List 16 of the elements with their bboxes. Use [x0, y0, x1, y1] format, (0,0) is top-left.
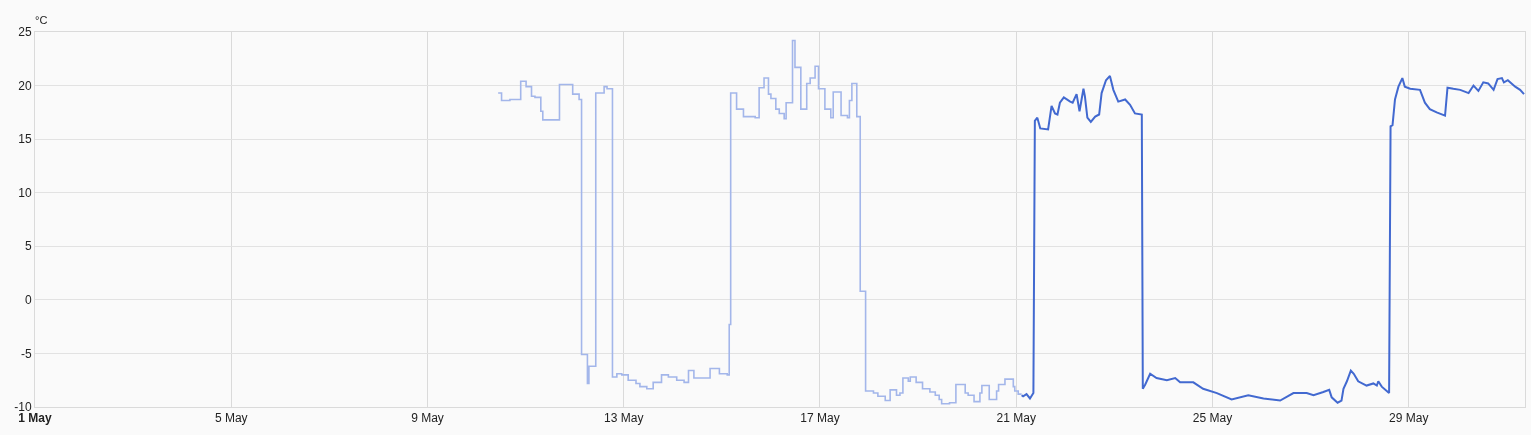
y-tick-label: 0 [24, 293, 32, 308]
x-tick-label: 5 May [214, 411, 248, 426]
y-tick-label: 25 [18, 25, 32, 40]
x-tick-label: 9 May [411, 411, 444, 426]
x-tick-label: 13 May [604, 411, 644, 426]
y-tick-label: 15 [18, 132, 32, 147]
x-tick-label: 17 May [800, 411, 840, 426]
y-tick-label: 10 [18, 185, 32, 200]
x-tick-label: 25 May [1192, 411, 1233, 426]
y-tick-label: -5 [20, 346, 32, 361]
x-tick-label: 29 May [1389, 411, 1429, 426]
y-tick-label: 5 [24, 239, 32, 254]
y-axis-title: °C [35, 14, 48, 26]
x-tick-label: 21 May [996, 411, 1036, 426]
x-tick-label: 1 May [18, 411, 52, 426]
y-tick-label: 20 [18, 78, 32, 93]
